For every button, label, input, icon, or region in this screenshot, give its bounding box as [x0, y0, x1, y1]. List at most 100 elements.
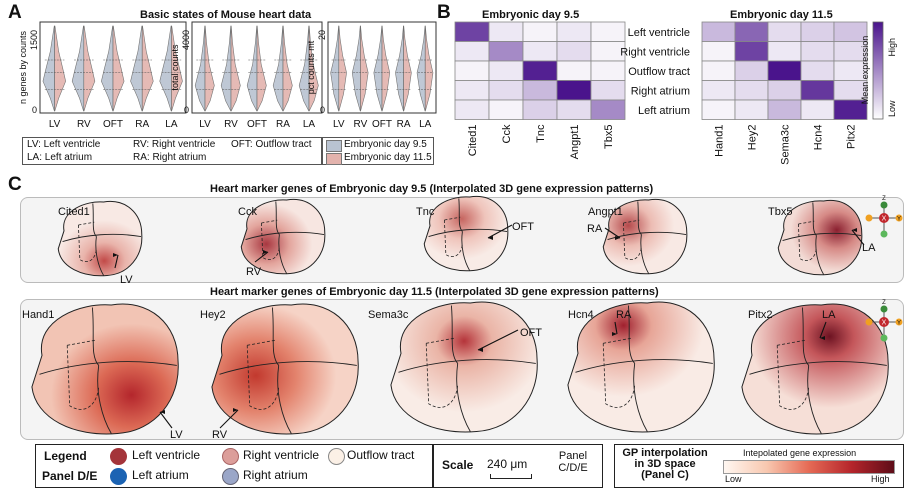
- heart-e95-angpt1: Angpt1 RA: [587, 198, 688, 275]
- marker-arrowhead: [478, 348, 483, 352]
- heatmap2-title: Embryonic day 11.5: [730, 9, 833, 21]
- y-axis-dot-right: [895, 214, 903, 222]
- ventricle-boundary: [782, 232, 862, 242]
- marker-arrow: [819, 321, 827, 339]
- marker-arrow: [477, 329, 519, 351]
- heatmap-cell: [590, 99, 626, 120]
- heart-e115-hcn4: Hcn4 RA: [567, 301, 715, 433]
- atrial-line: [92, 203, 97, 237]
- ventricle-boundary: [219, 361, 357, 375]
- gene-label: Pitx2: [748, 309, 772, 321]
- heart-outline: [31, 303, 179, 435]
- panel-a-title: Basic states of Mouse heart data: [140, 9, 312, 21]
- ventricle-boundary: [575, 359, 713, 373]
- heart-e115-hand1: Hand1 LV: [22, 303, 183, 441]
- x-tick-label: LA: [419, 119, 432, 130]
- heatmap-column-label: Tbx5: [603, 125, 615, 149]
- panel-de-word: Panel D/E: [42, 469, 98, 483]
- marker-arrowhead: [263, 250, 268, 254]
- atrial-line: [275, 201, 280, 235]
- dashed-chamber: [78, 221, 97, 263]
- violin-plot-3: 20 0 pct counts mt LV RV OFT RA LA: [306, 21, 437, 130]
- gene-label: Hand1: [22, 309, 54, 321]
- heatmap-row-label: Right ventricle: [620, 47, 690, 59]
- x-tick-label: RV: [77, 119, 91, 130]
- ventricle-boundary: [398, 359, 536, 373]
- heart-e95-tnc: Tnc OFT: [416, 195, 534, 272]
- dashed-chamber: [444, 216, 463, 258]
- gene-label: Tbx5: [768, 206, 792, 218]
- gene-label: Cited1: [58, 206, 90, 218]
- legend-right-ventricle: Right ventricle: [243, 448, 320, 462]
- legend-right-atrium: Right atrium: [243, 468, 308, 482]
- scale-bar: [490, 474, 532, 479]
- x-tick-label: LV: [333, 119, 345, 130]
- z-axis-dot: [880, 201, 888, 209]
- heatmap-column-label: Tnc: [535, 124, 547, 143]
- heart-outline: [423, 195, 509, 272]
- dashed-chamber: [246, 339, 280, 410]
- abbrev-ra: RA: Right atrium: [133, 152, 207, 163]
- x-tick-label: OFT: [103, 119, 123, 130]
- violin-plot-frame: [191, 21, 323, 114]
- gp-legend: GP interpolation in 3D space (Panel C) I…: [614, 444, 904, 488]
- region-label: RA: [587, 223, 603, 235]
- x-tick-label: OFT: [247, 119, 267, 130]
- atrial-line: [450, 305, 459, 364]
- heatmap-row-label: Left atrium: [638, 105, 690, 117]
- heatmap-column-label: Cck: [501, 124, 513, 143]
- septum-line: [461, 231, 470, 271]
- heart-outline: [240, 198, 326, 275]
- heart-e95-cited1: Cited1 LV: [57, 200, 143, 286]
- atrial-line: [627, 305, 636, 364]
- violin-plot-frame: [39, 21, 187, 114]
- scale-panel: Panel C/D/E: [558, 450, 588, 474]
- gene-label: Hcn4: [568, 309, 594, 321]
- gene-label: Angpt1: [588, 206, 623, 218]
- ventricle-boundary: [749, 361, 887, 375]
- violin-plot-frame: [327, 21, 437, 114]
- septum-line: [640, 234, 649, 274]
- y-tick-top: 4000: [181, 30, 191, 50]
- region-label: RV: [246, 266, 262, 278]
- heatmap-2: Hand1 Hey2 Sema3c Hcn4 Pitx2: [701, 21, 868, 165]
- heart-renderings: Cited1 LV Cck RV Tnc OFT Angpt1 RA Tbx5 LA Hand1 LV…: [22, 195, 903, 441]
- gene-label: Hey2: [200, 309, 226, 321]
- septum-line: [807, 365, 822, 434]
- right-ventricle-dot: [222, 448, 239, 465]
- z-axis-dot-bottom: [880, 230, 888, 238]
- marker-arrowhead: [852, 228, 857, 232]
- y-tick-zero: 0: [320, 105, 325, 115]
- axes-indicator: Z X Y: [865, 300, 903, 342]
- marker-arrow: [851, 229, 865, 246]
- right-atrium-dot: [222, 468, 239, 485]
- z-axis-label: Z: [882, 300, 886, 306]
- left-ventricle-dot: [110, 448, 127, 465]
- heatmap-column-label: Cited1: [467, 125, 479, 157]
- abbrev-oft: OFT: Outflow tract: [231, 139, 312, 150]
- legend-outflow-tract: Outflow tract: [347, 448, 415, 462]
- x-axis-dot: [879, 213, 889, 223]
- y-axis-dot-left: [865, 214, 873, 222]
- axes-indicator: Z X Y: [865, 196, 903, 238]
- ventricle-boundary: [428, 228, 508, 238]
- heatmap-row-label: Left ventricle: [628, 27, 690, 39]
- legend-word: Legend: [44, 449, 87, 463]
- septum-line: [278, 234, 287, 274]
- atrial-line: [91, 307, 100, 366]
- y-axis-label: Y: [897, 217, 901, 223]
- region-label: LV: [170, 429, 183, 441]
- marker-arrow: [487, 224, 513, 239]
- gene-label: Cck: [238, 206, 257, 218]
- dashed-chamber: [776, 339, 810, 410]
- x-axis-dot: [879, 317, 889, 327]
- region-label: LV: [120, 274, 133, 286]
- violin-plot-1: 1500 0 n genes by counts LV RV OFT RA LA: [18, 21, 187, 130]
- ventricle-boundary: [39, 361, 177, 375]
- septum-line: [95, 236, 104, 276]
- heatmap-column-label: Hcn4: [813, 125, 825, 151]
- marker-arrowhead: [233, 408, 238, 412]
- septum-line: [633, 363, 648, 432]
- abbrev-la: LA: Left atrium: [27, 152, 93, 163]
- marker-arrowhead: [615, 236, 620, 240]
